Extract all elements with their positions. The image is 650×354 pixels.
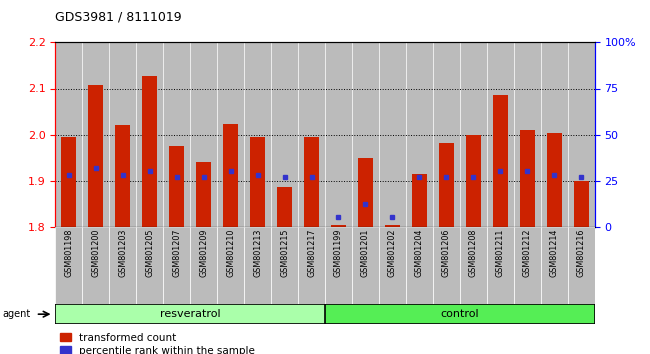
Bar: [574, 181, 589, 227]
Text: GSM801205: GSM801205: [145, 229, 154, 278]
Legend: transformed count, percentile rank within the sample: transformed count, percentile rank withi…: [60, 333, 255, 354]
Bar: [493, 96, 508, 227]
Bar: [412, 173, 427, 227]
Bar: [433, 42, 460, 227]
Text: GSM801212: GSM801212: [523, 229, 532, 278]
Bar: [352, 227, 379, 304]
Bar: [271, 42, 298, 227]
Bar: [271, 227, 298, 304]
Bar: [541, 227, 568, 304]
Bar: [169, 146, 184, 227]
Bar: [460, 42, 487, 227]
Bar: [190, 227, 217, 304]
Text: GSM801215: GSM801215: [280, 229, 289, 278]
Text: GSM801217: GSM801217: [307, 229, 316, 278]
Text: GSM801207: GSM801207: [172, 229, 181, 278]
Bar: [460, 227, 487, 304]
Bar: [109, 42, 136, 227]
Bar: [163, 227, 190, 304]
Text: GSM801203: GSM801203: [118, 229, 127, 277]
Bar: [217, 227, 244, 304]
Bar: [163, 42, 190, 227]
Bar: [487, 227, 514, 304]
Text: GSM801211: GSM801211: [496, 229, 505, 277]
Bar: [439, 143, 454, 227]
Bar: [136, 227, 163, 304]
Bar: [406, 42, 433, 227]
Bar: [514, 227, 541, 304]
Bar: [325, 304, 595, 324]
Bar: [385, 225, 400, 227]
Text: control: control: [441, 309, 479, 319]
Text: GDS3981 / 8111019: GDS3981 / 8111019: [55, 11, 182, 24]
Bar: [196, 162, 211, 227]
Bar: [433, 227, 460, 304]
Text: GSM801209: GSM801209: [199, 229, 208, 278]
Text: GSM801204: GSM801204: [415, 229, 424, 277]
Bar: [82, 42, 109, 227]
Bar: [298, 42, 325, 227]
Bar: [298, 227, 325, 304]
Bar: [277, 188, 292, 227]
Bar: [331, 225, 346, 227]
Bar: [304, 137, 319, 227]
Text: GSM801200: GSM801200: [91, 229, 100, 277]
Bar: [487, 42, 514, 227]
Bar: [325, 227, 352, 304]
Bar: [115, 125, 130, 227]
Bar: [55, 304, 325, 324]
Text: GSM801202: GSM801202: [388, 229, 397, 278]
Text: GSM801216: GSM801216: [577, 229, 586, 277]
Text: GSM801210: GSM801210: [226, 229, 235, 277]
Bar: [541, 42, 568, 227]
Bar: [88, 85, 103, 227]
Bar: [466, 135, 481, 227]
Bar: [352, 42, 379, 227]
Bar: [379, 42, 406, 227]
Bar: [217, 42, 244, 227]
Bar: [223, 124, 238, 227]
Bar: [250, 137, 265, 227]
Text: GSM801213: GSM801213: [253, 229, 262, 277]
Bar: [142, 76, 157, 227]
Bar: [82, 227, 109, 304]
Bar: [568, 227, 595, 304]
Bar: [136, 42, 163, 227]
Bar: [55, 42, 83, 227]
Bar: [406, 227, 433, 304]
Bar: [325, 42, 352, 227]
Bar: [520, 130, 535, 227]
Bar: [61, 137, 76, 227]
Bar: [568, 42, 595, 227]
Text: resveratrol: resveratrol: [160, 309, 220, 319]
Bar: [109, 227, 136, 304]
Text: GSM801199: GSM801199: [334, 229, 343, 278]
Bar: [190, 42, 217, 227]
Text: GSM801208: GSM801208: [469, 229, 478, 277]
Bar: [514, 42, 541, 227]
Bar: [244, 42, 271, 227]
Bar: [547, 133, 562, 227]
Bar: [244, 227, 271, 304]
Text: GSM801206: GSM801206: [442, 229, 451, 277]
Bar: [55, 227, 83, 304]
Bar: [379, 227, 406, 304]
Text: GSM801198: GSM801198: [64, 229, 73, 277]
Text: agent: agent: [2, 309, 30, 319]
Text: GSM801201: GSM801201: [361, 229, 370, 277]
Bar: [358, 159, 373, 227]
Text: GSM801214: GSM801214: [550, 229, 559, 277]
